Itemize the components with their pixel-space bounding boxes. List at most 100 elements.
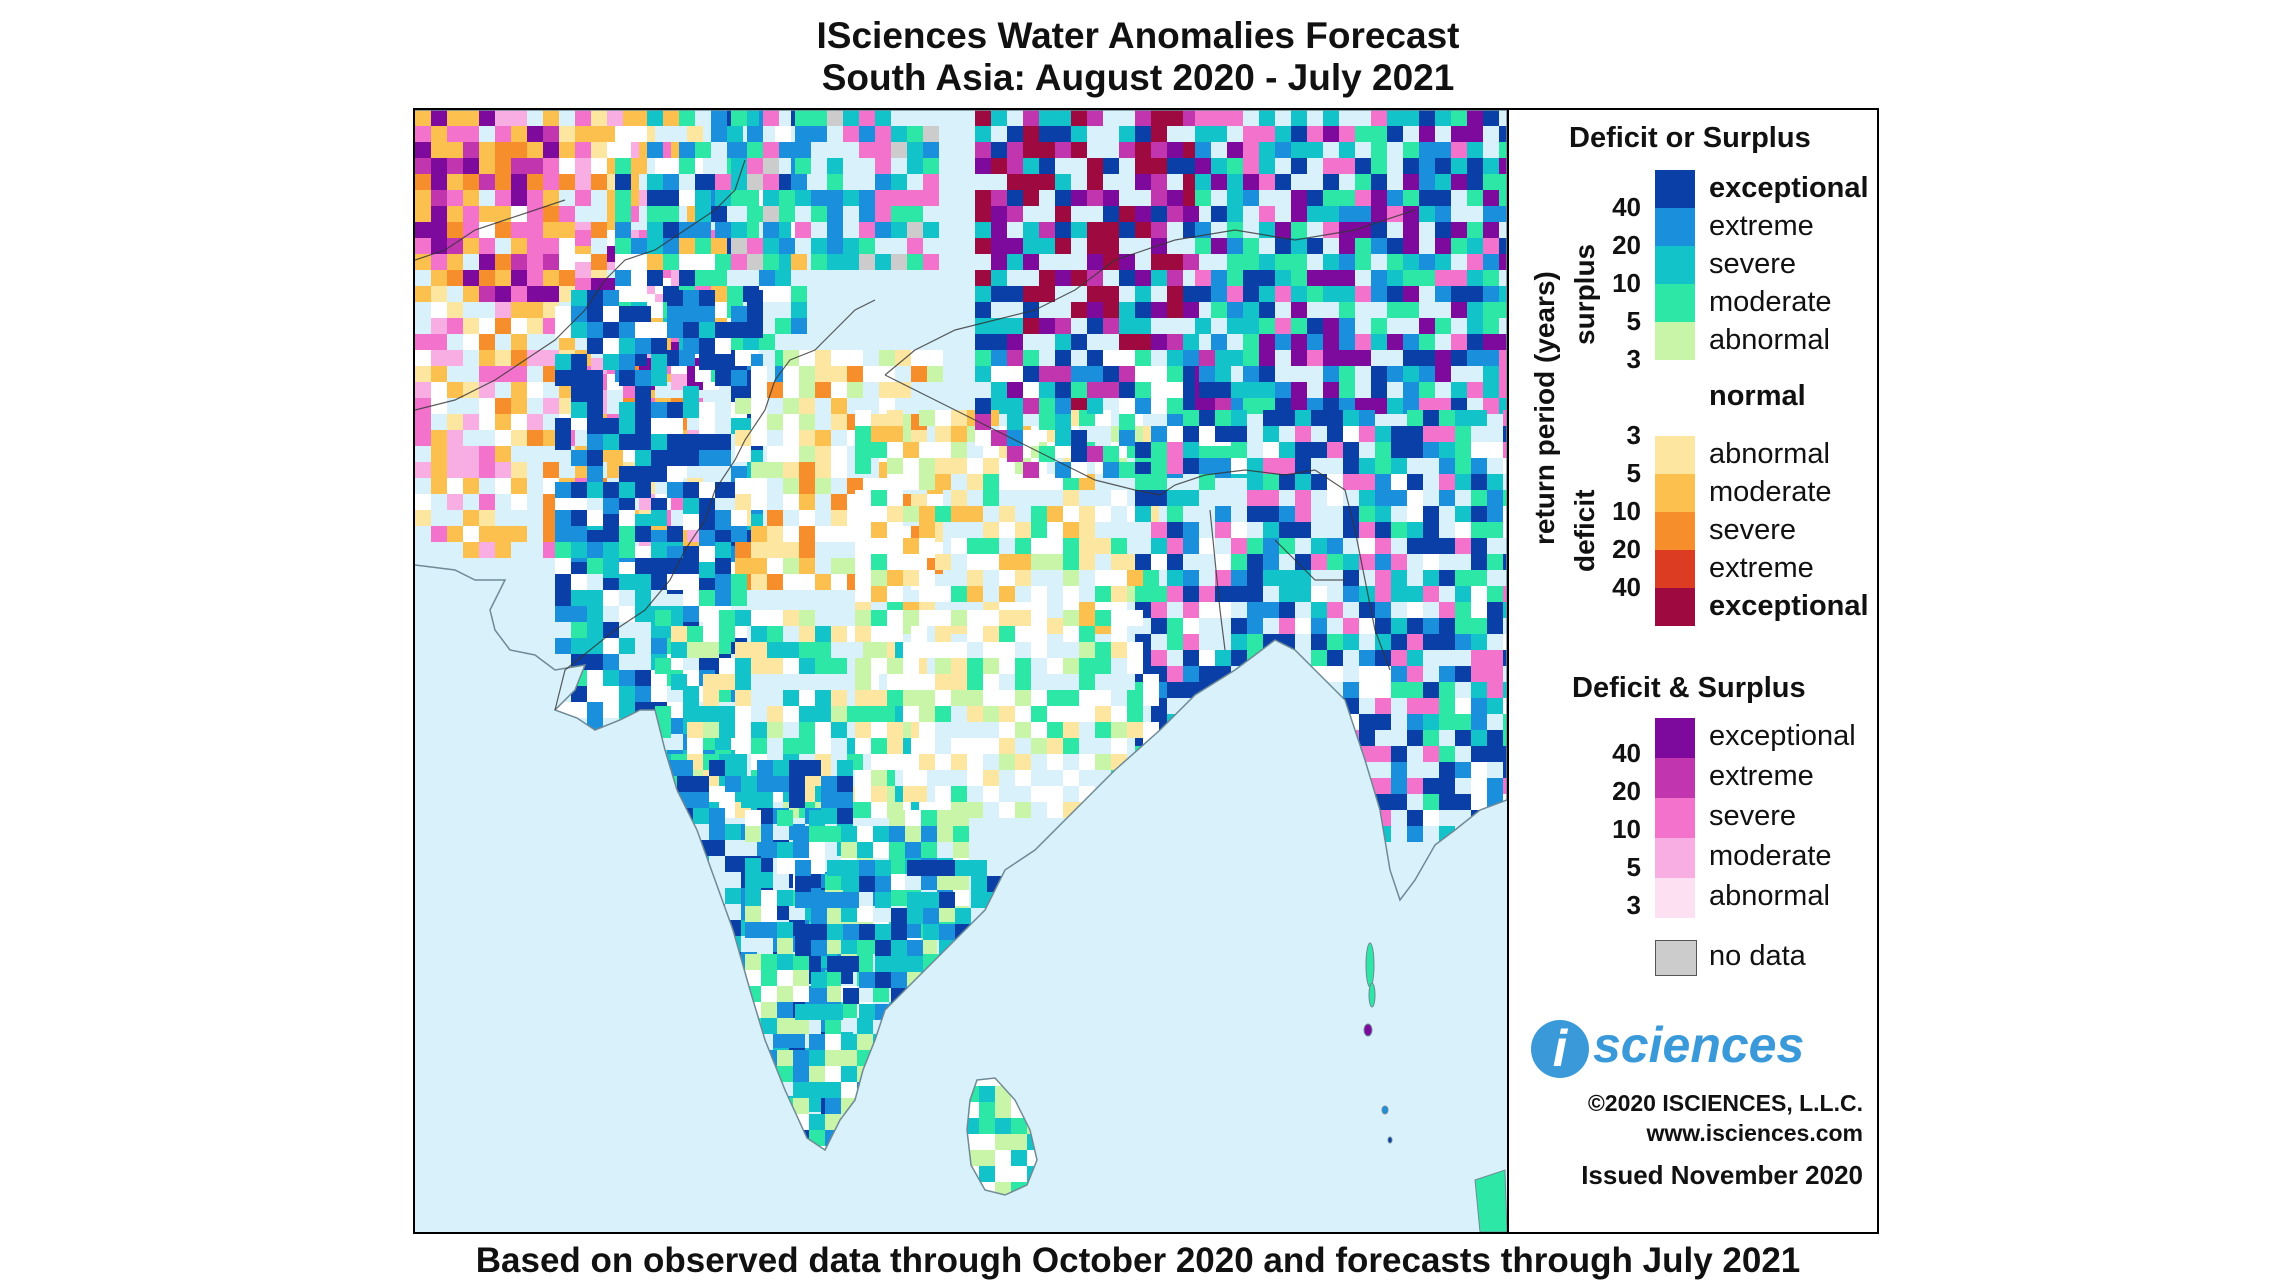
map-cell bbox=[511, 382, 527, 398]
map-cell bbox=[1499, 334, 1507, 350]
map-cell bbox=[1467, 222, 1483, 238]
map-cell bbox=[543, 142, 559, 158]
map-cell bbox=[1419, 190, 1435, 206]
map-cell bbox=[907, 860, 923, 876]
map-cell bbox=[619, 466, 635, 482]
map-cell bbox=[1167, 382, 1183, 398]
map-cell bbox=[793, 1018, 809, 1034]
map-cell bbox=[791, 302, 807, 318]
map-cell bbox=[631, 126, 647, 142]
map-cell bbox=[927, 366, 943, 382]
map-cell bbox=[951, 690, 967, 706]
map-cell bbox=[815, 722, 831, 738]
map-cell bbox=[855, 610, 871, 626]
map-cell bbox=[1483, 286, 1499, 302]
figure-frame bbox=[413, 108, 1879, 1234]
isciences-logo-text: sciences bbox=[1593, 1017, 1805, 1073]
map-cell bbox=[447, 158, 463, 174]
map-cell bbox=[1119, 382, 1135, 398]
map-cell bbox=[1323, 174, 1339, 190]
map-cell bbox=[763, 206, 779, 222]
map-cell bbox=[1151, 222, 1167, 238]
map-cell bbox=[1471, 442, 1487, 458]
map-cell bbox=[1311, 474, 1327, 490]
map-cell bbox=[1423, 682, 1439, 698]
map-cell bbox=[1483, 174, 1499, 190]
map-cell bbox=[1231, 538, 1247, 554]
map-cell bbox=[711, 126, 727, 142]
map-cell bbox=[1087, 446, 1103, 462]
map-cell bbox=[1007, 350, 1023, 366]
isciences-logo-icon: i bbox=[1531, 1020, 1589, 1078]
legend-both-label-1: extreme bbox=[1709, 760, 1814, 792]
map-cell bbox=[1135, 474, 1151, 490]
map-cell bbox=[1111, 722, 1127, 738]
map-cell bbox=[703, 642, 719, 658]
map-cell bbox=[571, 542, 587, 558]
map-cell bbox=[1055, 318, 1071, 334]
map-cell bbox=[495, 526, 511, 542]
map-cell bbox=[891, 956, 907, 972]
map-cell bbox=[615, 158, 631, 174]
map-cell bbox=[447, 190, 463, 206]
map-cell bbox=[871, 610, 887, 626]
map-cell bbox=[1151, 302, 1167, 318]
map-cell bbox=[1423, 506, 1439, 522]
map-cell bbox=[1231, 522, 1247, 538]
map-cell bbox=[811, 238, 827, 254]
map-cell bbox=[1403, 350, 1419, 366]
map-cell bbox=[1435, 110, 1451, 126]
map-cell bbox=[1343, 426, 1359, 442]
map-cell bbox=[735, 430, 751, 446]
map-cell bbox=[1311, 586, 1327, 602]
map-cell bbox=[655, 706, 671, 722]
map-cell bbox=[1023, 238, 1039, 254]
map-cell bbox=[1087, 366, 1103, 382]
map-cell bbox=[1183, 206, 1199, 222]
map-cell bbox=[745, 906, 761, 922]
map-cell bbox=[1023, 318, 1039, 334]
map-cell bbox=[1151, 110, 1167, 126]
map-cell bbox=[559, 254, 575, 270]
map-cell bbox=[1151, 442, 1167, 458]
map-cell bbox=[1343, 410, 1359, 426]
map-cell bbox=[447, 462, 463, 478]
map-cell bbox=[479, 238, 495, 254]
map-cell bbox=[1279, 474, 1295, 490]
map-cell bbox=[647, 206, 663, 222]
map-cell bbox=[799, 350, 815, 366]
map-cell bbox=[923, 924, 939, 940]
map-cell bbox=[635, 590, 651, 606]
map-cell bbox=[1327, 538, 1343, 554]
map-cell bbox=[1227, 270, 1243, 286]
map-cell bbox=[1295, 474, 1311, 490]
map-cell bbox=[767, 446, 783, 462]
map-cell bbox=[1079, 554, 1095, 570]
map-cell bbox=[667, 526, 683, 542]
map-cell bbox=[431, 446, 447, 462]
map-cell bbox=[431, 478, 447, 494]
map-cell bbox=[1103, 350, 1119, 366]
map-cell bbox=[699, 306, 715, 322]
map-cell bbox=[855, 490, 871, 506]
map-cell bbox=[1323, 366, 1339, 382]
map-cell bbox=[1151, 426, 1167, 442]
map-cell bbox=[975, 142, 991, 158]
map-cell bbox=[1407, 426, 1423, 442]
map-cell bbox=[843, 988, 859, 1004]
map-cell bbox=[711, 238, 727, 254]
map-cell bbox=[1487, 730, 1503, 746]
map-cell bbox=[663, 222, 679, 238]
map-cell bbox=[1199, 538, 1215, 554]
map-cell bbox=[995, 1166, 1011, 1182]
map-cell bbox=[1375, 490, 1391, 506]
map-cell bbox=[415, 222, 431, 238]
map-cell bbox=[735, 722, 751, 738]
map-cell bbox=[859, 924, 875, 940]
legend-heading-deficit-or-surplus: Deficit or Surplus bbox=[1569, 122, 1811, 154]
map-cell bbox=[857, 954, 873, 970]
map-cell bbox=[859, 972, 875, 988]
map-cell bbox=[1259, 334, 1275, 350]
map-cell bbox=[1031, 538, 1047, 554]
map-cell bbox=[1135, 222, 1151, 238]
